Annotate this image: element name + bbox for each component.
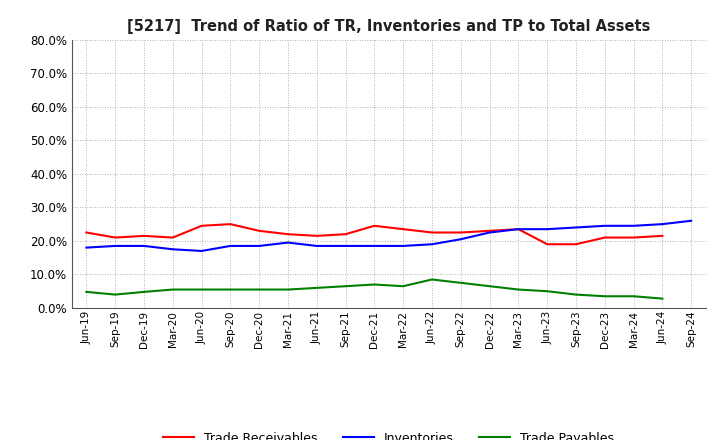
Trade Receivables <box>312 233 321 238</box>
Trade Receivables <box>284 231 292 237</box>
Inventories <box>687 218 696 224</box>
Trade Receivables <box>658 233 667 238</box>
Inventories <box>111 243 120 249</box>
Trade Receivables <box>629 235 638 240</box>
Inventories <box>168 247 177 252</box>
Trade Receivables <box>255 228 264 234</box>
Trade Receivables <box>572 242 580 247</box>
Inventories <box>284 240 292 245</box>
Inventories <box>428 242 436 247</box>
Inventories <box>341 243 350 249</box>
Trade Payables <box>629 293 638 299</box>
Legend: Trade Receivables, Inventories, Trade Payables: Trade Receivables, Inventories, Trade Pa… <box>158 427 619 440</box>
Trade Payables <box>370 282 379 287</box>
Trade Payables <box>543 289 552 294</box>
Inventories <box>312 243 321 249</box>
Trade Payables <box>255 287 264 292</box>
Title: [5217]  Trend of Ratio of TR, Inventories and TP to Total Assets: [5217] Trend of Ratio of TR, Inventories… <box>127 19 650 34</box>
Trade Receivables <box>82 230 91 235</box>
Trade Payables <box>284 287 292 292</box>
Trade Receivables <box>168 235 177 240</box>
Trade Receivables <box>341 231 350 237</box>
Trade Receivables <box>197 223 206 228</box>
Inventories <box>543 227 552 232</box>
Inventories <box>226 243 235 249</box>
Trade Payables <box>197 287 206 292</box>
Inventories <box>658 221 667 227</box>
Trade Payables <box>312 285 321 290</box>
Trade Payables <box>658 296 667 301</box>
Trade Payables <box>456 280 465 286</box>
Inventories <box>82 245 91 250</box>
Inventories <box>456 237 465 242</box>
Line: Trade Payables: Trade Payables <box>86 279 662 299</box>
Trade Receivables <box>485 228 494 234</box>
Inventories <box>399 243 408 249</box>
Inventories <box>600 223 609 228</box>
Trade Payables <box>111 292 120 297</box>
Trade Receivables <box>399 227 408 232</box>
Trade Payables <box>572 292 580 297</box>
Inventories <box>370 243 379 249</box>
Trade Receivables <box>428 230 436 235</box>
Trade Receivables <box>370 223 379 228</box>
Inventories <box>485 230 494 235</box>
Trade Payables <box>168 287 177 292</box>
Line: Trade Receivables: Trade Receivables <box>86 224 662 244</box>
Inventories <box>255 243 264 249</box>
Trade Receivables <box>111 235 120 240</box>
Trade Receivables <box>226 221 235 227</box>
Trade Payables <box>226 287 235 292</box>
Trade Payables <box>600 293 609 299</box>
Trade Payables <box>428 277 436 282</box>
Inventories <box>629 223 638 228</box>
Trade Payables <box>82 289 91 294</box>
Trade Payables <box>514 287 523 292</box>
Trade Receivables <box>514 227 523 232</box>
Inventories <box>572 225 580 230</box>
Trade Payables <box>485 283 494 289</box>
Inventories <box>140 243 148 249</box>
Inventories <box>197 248 206 253</box>
Trade Receivables <box>600 235 609 240</box>
Inventories <box>514 227 523 232</box>
Trade Payables <box>399 283 408 289</box>
Trade Payables <box>140 289 148 294</box>
Trade Payables <box>341 283 350 289</box>
Trade Receivables <box>543 242 552 247</box>
Trade Receivables <box>140 233 148 238</box>
Trade Receivables <box>456 230 465 235</box>
Line: Inventories: Inventories <box>86 221 691 251</box>
